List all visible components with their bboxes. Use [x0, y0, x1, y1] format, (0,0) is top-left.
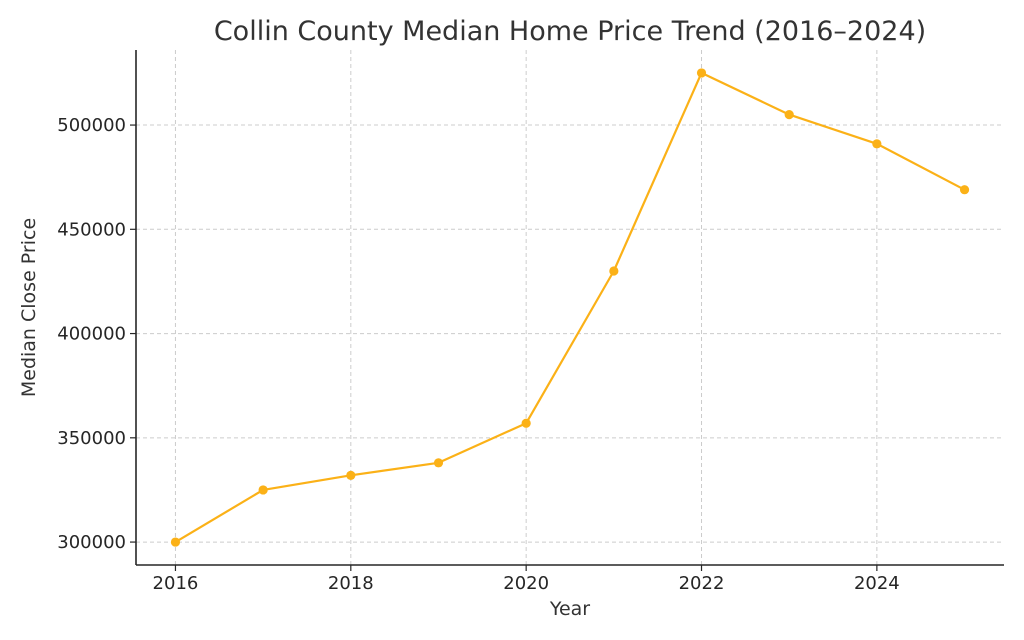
x-tick-label: 2024 — [854, 573, 900, 594]
y-tick-label: 300000 — [57, 532, 126, 553]
data-point — [433, 458, 444, 468]
ticks: 2016 2018 2020 2022 2024 300000 350000 400000 45… — [57, 115, 899, 594]
data-point — [258, 485, 268, 495]
x-axis-label: Year — [549, 598, 590, 620]
y-axis-label: Median Close Price — [18, 218, 40, 397]
y-tick-label: 500000 — [57, 115, 126, 136]
series — [170, 68, 970, 547]
series-line — [174, 71, 966, 544]
y-tick-label: 450000 — [57, 219, 126, 240]
axes — [135, 50, 1004, 566]
x-tick-label: 2016 — [153, 573, 199, 594]
chart-title: Collin County Median Home Price Trend (2… — [214, 16, 926, 47]
data-point — [170, 537, 181, 547]
x-tick-label: 2022 — [679, 573, 725, 594]
data-point — [346, 470, 356, 480]
data-point — [784, 110, 794, 120]
data-point — [872, 139, 882, 149]
x-tick-label: 2020 — [503, 573, 549, 594]
y-tick-label: 400000 — [57, 324, 126, 345]
data-point — [959, 185, 970, 195]
x-tick-label: 2018 — [328, 573, 374, 594]
data-point — [521, 418, 531, 428]
data-point — [609, 266, 619, 276]
y-tick-label: 350000 — [57, 428, 126, 449]
data-point — [696, 68, 707, 78]
